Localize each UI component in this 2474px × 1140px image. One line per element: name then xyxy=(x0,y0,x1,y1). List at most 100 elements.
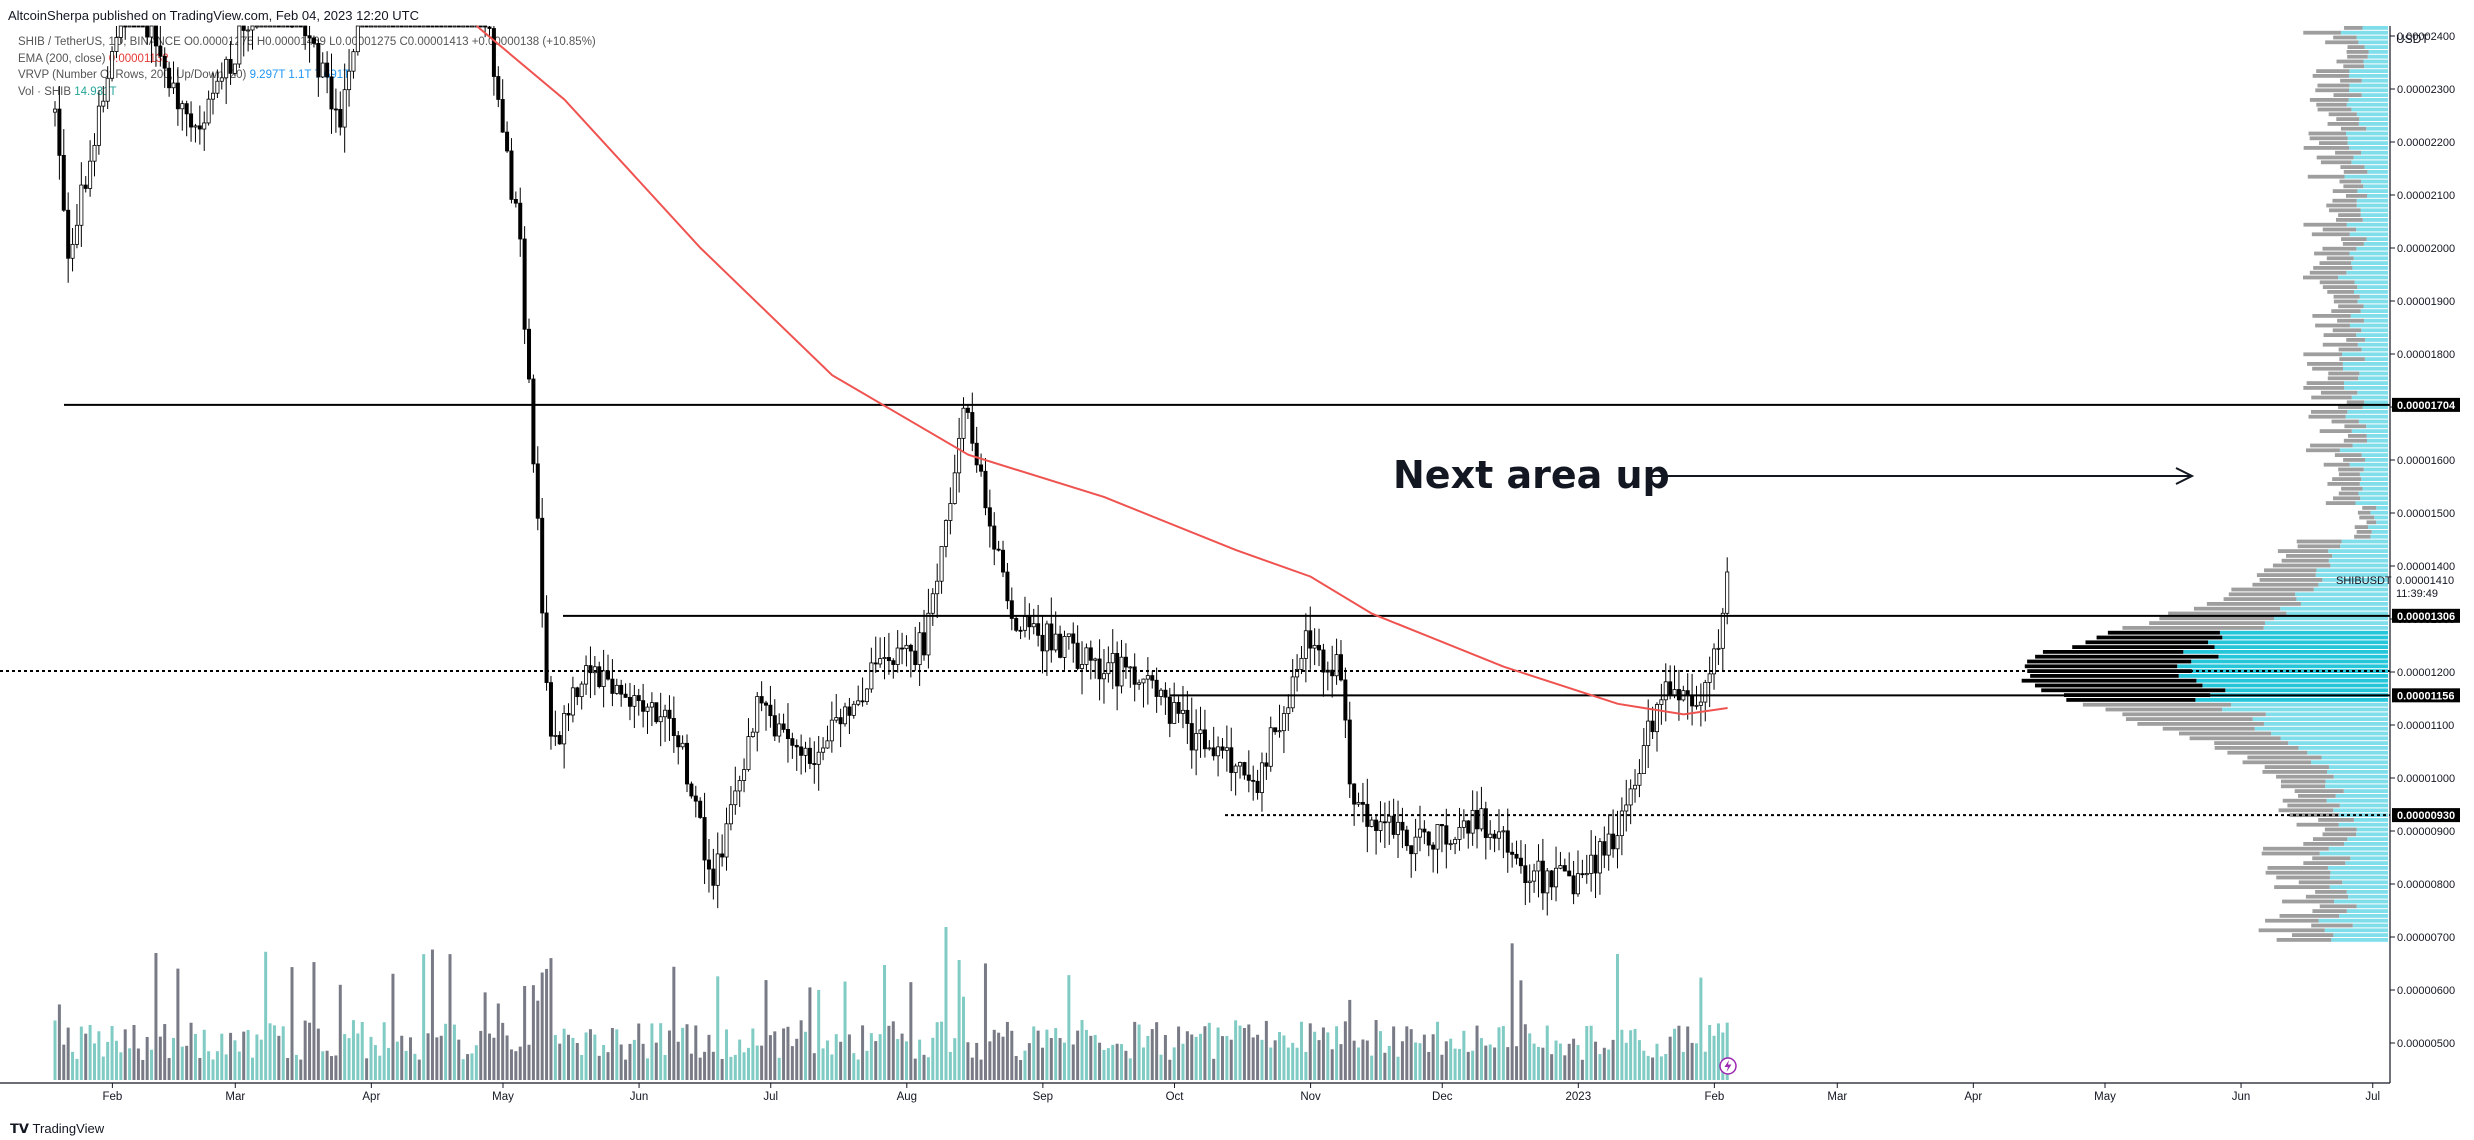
profile-row-down-82 xyxy=(2331,419,2359,424)
profile-row-down-149 xyxy=(2214,741,2289,745)
legend-ema[interactable]: EMA (200, close) 0.00001132 xyxy=(18,51,596,68)
volume-bar-57 xyxy=(303,1020,307,1080)
profile-row-down-95 xyxy=(2327,482,2360,486)
publish-info: AltcoinSherpa published on TradingView.c… xyxy=(8,8,419,23)
volume-bar-115 xyxy=(558,1043,562,1080)
candle-57 xyxy=(303,25,308,50)
annotation-arrow[interactable] xyxy=(1652,467,2195,485)
volume-bar-131 xyxy=(628,1043,632,1080)
volume-bar-279 xyxy=(1278,1031,1282,1080)
volume-bar-19 xyxy=(136,1048,140,1080)
profile-row-down-147 xyxy=(2178,731,2272,736)
volume-bar-59 xyxy=(312,962,316,1080)
profile-row-down-78 xyxy=(2346,400,2365,405)
candle-337 xyxy=(1532,863,1537,893)
volume-bar-268 xyxy=(1229,1039,1233,1080)
profile-row-down-41 xyxy=(2303,222,2347,227)
candle-193 xyxy=(900,632,905,665)
candle-133 xyxy=(636,688,641,716)
profile-row-up-55 xyxy=(2353,290,2388,294)
tradingview-logo[interactable]: 𝗧𝗩 TradingView xyxy=(10,1121,104,1137)
candle-146 xyxy=(693,785,698,818)
volume-bar-118 xyxy=(571,1037,575,1080)
candle-241 xyxy=(1110,629,1115,690)
volume-bar-351 xyxy=(1594,1041,1598,1080)
candle-361 xyxy=(1637,759,1642,798)
legend-symbol[interactable]: SHIB / TetherUS, 1D, BINANCE O0.00001275… xyxy=(18,34,596,51)
volume-bar-75 xyxy=(382,1022,386,1080)
volume-bar-360 xyxy=(1633,1028,1637,1080)
volume-bar-331 xyxy=(1506,1047,1510,1080)
candle-142 xyxy=(676,730,681,765)
volume-bar-11 xyxy=(101,1056,105,1080)
profile-row-down-157 xyxy=(2280,779,2326,784)
profile-row-up-178 xyxy=(2342,880,2388,885)
volume-bar-301 xyxy=(1374,1020,1378,1080)
candle-125 xyxy=(601,649,606,708)
legend-vrvp[interactable]: VRVP (Number Of Rows, 200, Up/Down, 20) … xyxy=(18,67,596,84)
profile-row-down-30 xyxy=(2343,170,2368,174)
volume-bar-240 xyxy=(1106,1048,1110,1080)
volume-bar-295 xyxy=(1348,999,1352,1080)
profile-row-up-68 xyxy=(2342,352,2388,357)
lightning-icon[interactable] xyxy=(1719,1057,1737,1075)
profile-row-up-136 xyxy=(2196,678,2388,683)
candle-47 xyxy=(259,25,264,28)
profile-row-up-147 xyxy=(2271,731,2388,736)
volume-bar-341 xyxy=(1550,1054,1554,1080)
candle-71 xyxy=(364,25,369,28)
candle-103 xyxy=(505,121,510,153)
volume-bar-275 xyxy=(1260,1039,1264,1080)
volume-bar-56 xyxy=(299,1059,303,1080)
profile-row-up-115 xyxy=(2322,578,2388,582)
candle-98 xyxy=(483,25,488,38)
price-tick-label-0: 0.00002400 xyxy=(2397,31,2455,43)
annotation-text[interactable]: Next area up xyxy=(1393,453,1670,497)
candle-134 xyxy=(641,683,646,728)
profile-row-down-162 xyxy=(2287,803,2340,808)
profile-row-up-116 xyxy=(2318,582,2388,587)
profile-row-down-44 xyxy=(2341,237,2367,241)
profile-row-up-50 xyxy=(2352,266,2388,270)
price-axis[interactable]: 0.00002400 0.00002300 0.00002200 0.00002100… xyxy=(2390,31,2455,1050)
volume-bar-281 xyxy=(1286,1047,1290,1080)
candle-130 xyxy=(623,683,628,698)
time-axis[interactable]: Feb Mar Apr May Jun Jul Aug Sep Oct Nov Dec 2023 Feb… xyxy=(102,1083,2380,1103)
profile-row-up-183 xyxy=(2356,904,2388,909)
candle-3 xyxy=(66,192,71,283)
ema-line xyxy=(476,25,1728,716)
volume-bar-167 xyxy=(786,1026,790,1080)
candle-257 xyxy=(1180,685,1185,729)
volume-bar-90 xyxy=(448,954,452,1080)
horizontal-levels[interactable] xyxy=(0,403,2390,817)
volume-bar-220 xyxy=(1019,1059,1023,1080)
profile-row-up-177 xyxy=(2329,875,2388,880)
candle-377 xyxy=(1707,656,1712,708)
volume-bar-91 xyxy=(452,1024,456,1080)
volume-bar-302 xyxy=(1378,1031,1382,1080)
volume-bar-203 xyxy=(944,927,948,1080)
profile-row-down-89 xyxy=(2334,453,2362,457)
candle-72 xyxy=(369,25,374,28)
candle-83 xyxy=(417,25,422,28)
candle-185 xyxy=(864,688,869,705)
profile-row-up-63 xyxy=(2361,328,2388,333)
time-tick-label-1: Mar xyxy=(225,1091,245,1103)
profile-row-up-150 xyxy=(2298,746,2388,750)
candle-180 xyxy=(843,702,848,727)
volume-bar-354 xyxy=(1607,1049,1611,1080)
candle-65 xyxy=(338,91,343,136)
candle-324 xyxy=(1475,791,1480,849)
volume-bar-321 xyxy=(1462,1030,1466,1080)
volume-bar-151 xyxy=(716,976,720,1080)
volume-bar-176 xyxy=(825,1040,829,1080)
profile-row-down-55 xyxy=(2327,290,2354,294)
volume-bar-307 xyxy=(1400,1041,1404,1080)
profile-row-up-15 xyxy=(2348,98,2388,102)
profile-row-down-96 xyxy=(2341,486,2363,491)
time-tick-label-3: May xyxy=(492,1091,514,1103)
candle-34 xyxy=(202,111,207,151)
candle-349 xyxy=(1584,854,1589,884)
profile-row-down-21 xyxy=(2340,126,2367,131)
